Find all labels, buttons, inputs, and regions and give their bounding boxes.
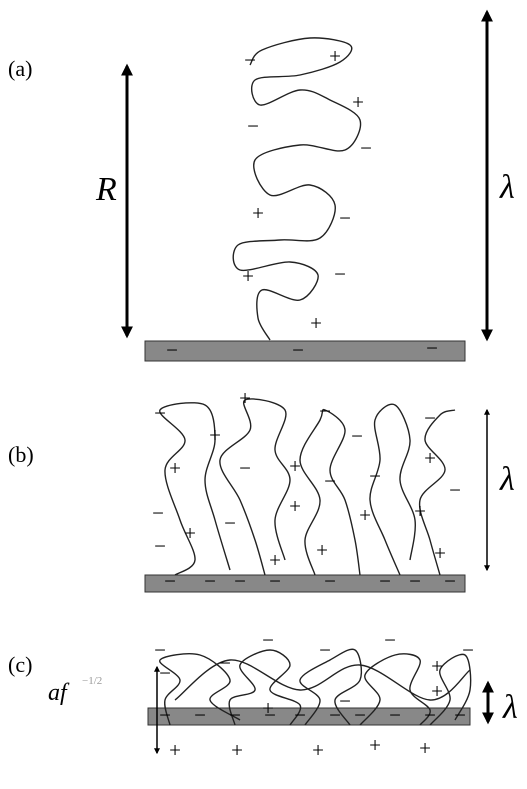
charge: −: [389, 703, 401, 727]
charge: −: [319, 399, 331, 423]
charge: +: [169, 456, 181, 480]
charge: +: [434, 541, 446, 565]
charge: +: [169, 738, 181, 762]
charge: −: [409, 569, 421, 593]
charge: +: [431, 679, 443, 703]
charge: −: [229, 703, 241, 727]
charge: −: [424, 406, 436, 430]
charge: −: [234, 569, 246, 593]
panel-label: (b): [8, 442, 34, 467]
charge: −: [426, 336, 438, 360]
charge: −: [164, 569, 176, 593]
figure: (a) R λ (b) λ (c) af −1/2 λ −++−−+−+−+−−…: [0, 0, 527, 789]
charge: +: [369, 733, 381, 757]
charge: −: [449, 478, 461, 502]
charge: −: [292, 338, 304, 362]
charge: −: [269, 569, 281, 593]
size-label: af: [48, 680, 70, 706]
polymer-chain: [370, 404, 415, 575]
charge: −: [219, 651, 231, 675]
charge: +: [352, 90, 364, 114]
charge: −: [262, 628, 274, 652]
charge: +: [424, 446, 436, 470]
charge: −: [462, 638, 474, 662]
charge: −: [154, 534, 166, 558]
charge: +: [289, 494, 301, 518]
charge: +: [231, 738, 243, 762]
charge: −: [354, 703, 366, 727]
charge: +: [414, 499, 426, 523]
substrate: [145, 341, 465, 361]
charge: +: [329, 44, 341, 68]
panel-label: (c): [8, 652, 32, 677]
charge: +: [289, 454, 301, 478]
charge: −: [204, 569, 216, 593]
charge: −: [194, 703, 206, 727]
charge: −: [339, 206, 351, 230]
charge: −: [166, 338, 178, 362]
charge: −: [239, 456, 251, 480]
charge: −: [224, 511, 236, 535]
charge: −: [334, 262, 346, 286]
charge: +: [316, 538, 328, 562]
charge: −: [154, 638, 166, 662]
charge: −: [384, 628, 396, 652]
charge: −: [319, 638, 331, 662]
charge: +: [312, 738, 324, 762]
charge: +: [184, 521, 196, 545]
height-label: λ: [499, 169, 515, 206]
height-label: λ: [502, 689, 518, 726]
charge: −: [152, 501, 164, 525]
charge: −: [294, 703, 306, 727]
charge: −: [360, 136, 372, 160]
charge: −: [324, 469, 336, 493]
size-label: R: [95, 171, 117, 208]
charge: −: [329, 703, 341, 727]
panel-label: (a): [8, 56, 32, 81]
charge: −: [324, 569, 336, 593]
size-exponent: −1/2: [82, 675, 102, 687]
charge: −: [244, 48, 256, 72]
charge: −: [424, 703, 436, 727]
charge: −: [369, 464, 381, 488]
polymer-chain: [233, 38, 360, 340]
charge: −: [264, 703, 276, 727]
charge: +: [359, 503, 371, 527]
charge: +: [209, 423, 221, 447]
charge: −: [247, 114, 259, 138]
charge: −: [159, 661, 171, 685]
charge: −: [159, 703, 171, 727]
charge: −: [444, 569, 456, 593]
charge: +: [242, 264, 254, 288]
charge: −: [379, 569, 391, 593]
charge: −: [154, 401, 166, 425]
chains: [160, 38, 471, 725]
height-label: λ: [499, 461, 515, 498]
charge: +: [252, 201, 264, 225]
charge: +: [419, 736, 431, 760]
charge: +: [431, 654, 443, 678]
charge: −: [454, 703, 466, 727]
charge: +: [239, 386, 251, 410]
charge: −: [351, 424, 363, 448]
charge: +: [310, 311, 322, 335]
